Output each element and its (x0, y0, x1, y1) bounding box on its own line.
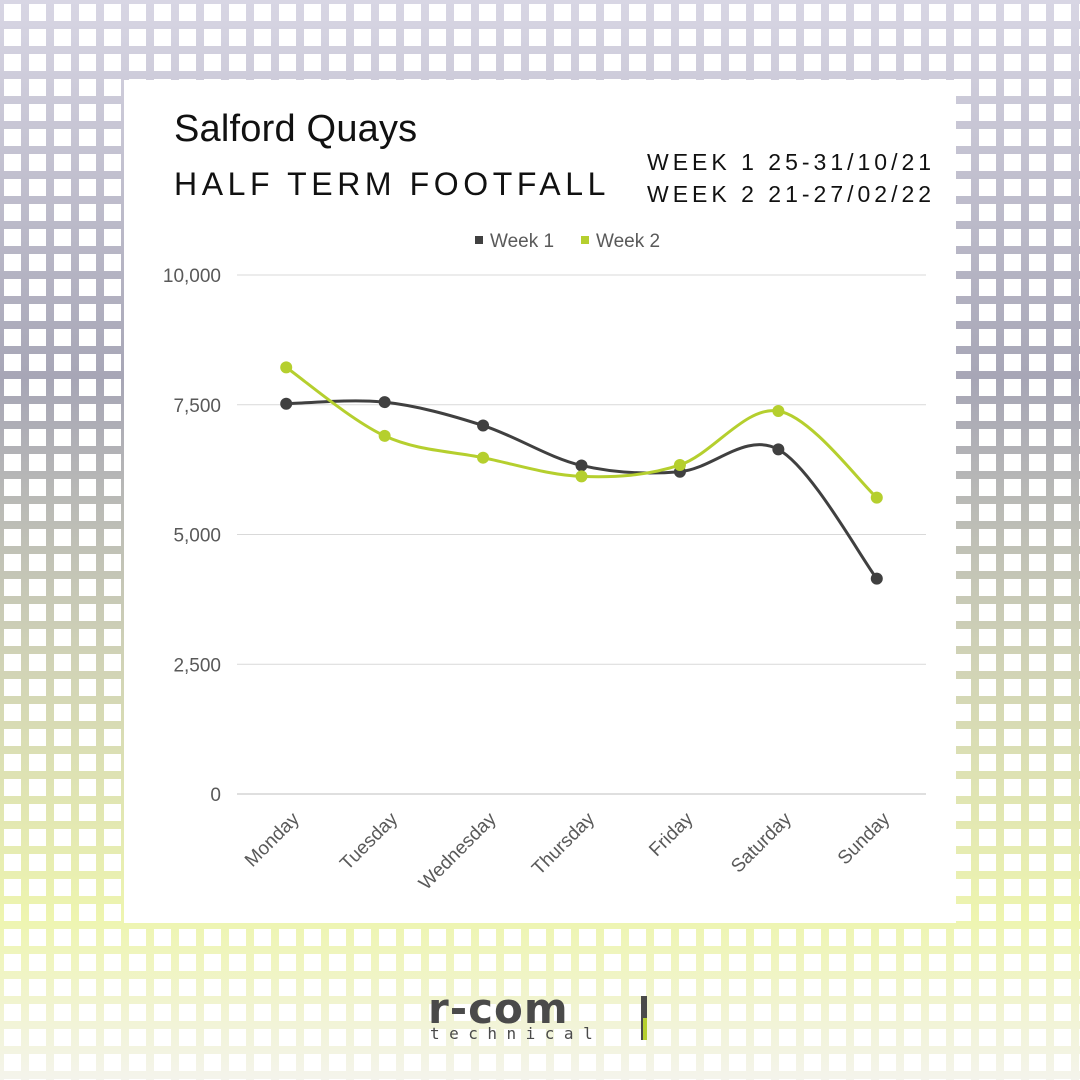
week-ranges: WEEK 1 25-31/10/21 WEEK 2 21-27/02/22 (647, 146, 947, 210)
y-tick-label: 10,000 (163, 266, 221, 287)
data-point-week2 (673, 458, 686, 471)
data-point-week2 (870, 491, 883, 504)
x-tick-label: Thursday (528, 808, 599, 879)
x-tick-label: Friday (645, 808, 698, 861)
y-tick-label: 7,500 (173, 396, 221, 417)
series-line-week1 (284, 399, 879, 581)
chart-card: Salford Quays HALF TERM FOOTFALL WEEK 1 … (124, 80, 956, 923)
x-tick-label: Sunday (834, 808, 895, 869)
legend-marker-week1 (475, 236, 483, 244)
legend-marker-week2 (581, 236, 589, 244)
data-point-week1 (575, 459, 588, 472)
line-chart: 0 2,500 5,000 7,500 10,000 Monday Tuesday Wedne… (163, 231, 926, 894)
y-tick-label: 2,500 (173, 655, 221, 676)
y-tick-label: 5,000 (173, 526, 221, 547)
x-tick-label: Saturday (727, 808, 796, 877)
chart-subtitle: HALF TERM FOOTFALL (174, 166, 611, 202)
data-point-week2 (378, 429, 391, 442)
legend-label-week1: Week 1 (490, 231, 554, 252)
data-point-week2 (575, 470, 588, 483)
legend-label-week2: Week 2 (596, 231, 660, 252)
data-point-week1 (378, 396, 391, 409)
data-point-week2 (772, 404, 785, 417)
logo-wordmark: r-com (428, 984, 569, 1033)
x-tick-label: Tuesday (336, 808, 402, 874)
logo-tagline: technical (430, 1024, 603, 1043)
chart-title: Salford Quays (174, 108, 418, 150)
y-tick-label: 0 (210, 785, 221, 806)
data-point-week1 (870, 572, 883, 585)
x-tick-label: Wednesday (415, 808, 501, 894)
data-point-week2 (280, 361, 293, 374)
data-point-week2 (477, 451, 490, 464)
week2-range: WEEK 2 21-27/02/22 (647, 181, 936, 207)
data-point-week1 (772, 443, 785, 456)
rcom-logo: r-com technical (428, 984, 658, 1050)
data-point-week1 (477, 419, 490, 432)
logo-bar-accent-icon (643, 1018, 647, 1040)
week1-range: WEEK 1 25-31/10/21 (647, 149, 936, 175)
data-point-week1 (280, 397, 293, 410)
x-tick-label: Monday (241, 808, 304, 871)
